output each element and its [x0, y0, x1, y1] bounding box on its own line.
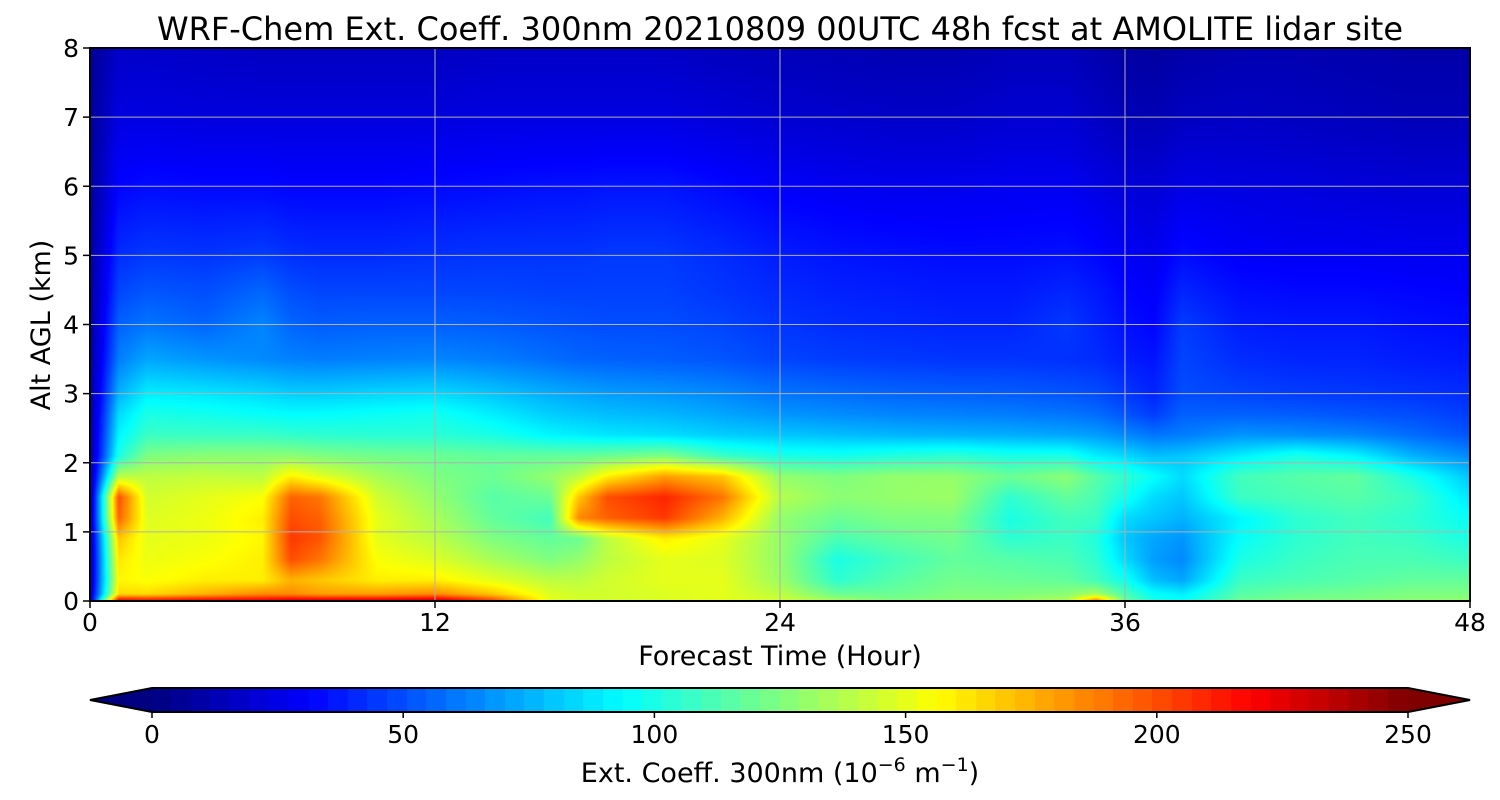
- colorbar-label-main: Ext. Coeff. 300nm (10: [581, 758, 878, 789]
- y-tick-label: 0: [63, 587, 79, 616]
- y-tick-label: 3: [63, 380, 79, 409]
- colorbar-tick-label: 50: [387, 720, 419, 749]
- x-axis-label: Forecast Time (Hour): [638, 641, 922, 672]
- grid-lines: [90, 48, 1470, 601]
- colorbar-extend-max: [1408, 688, 1470, 712]
- colorbar-extend-min: [90, 688, 152, 712]
- x-tick-label: 24: [764, 608, 796, 637]
- colorbar-tick-label: 150: [882, 720, 930, 749]
- chart-title: WRF-Chem Ext. Coeff. 300nm 20210809 00UT…: [157, 10, 1403, 48]
- colorbar-label-end: ): [969, 758, 980, 789]
- x-tick-label: 48: [1454, 608, 1486, 637]
- y-tick-label: 2: [63, 449, 79, 478]
- colorbar-ticks: 0 50 100 150 200 250: [144, 712, 1432, 749]
- colorbar-label-exp1: −6: [878, 754, 906, 776]
- colorbar-label-exp2: −1: [941, 754, 969, 776]
- colorbar-tick-label: 200: [1133, 720, 1181, 749]
- colorbar-gradient: [152, 688, 1408, 712]
- y-tick-label: 5: [63, 241, 79, 270]
- colorbar: 0 50 100 150 200 250 Ext. Coeff. 300nm (10−6 …: [89, 687, 1471, 789]
- y-tick-label: 7: [63, 103, 79, 132]
- colorbar-tick-label: 0: [144, 720, 160, 749]
- plot-area: [89, 47, 1471, 602]
- colorbar-label: Ext. Coeff. 300nm (10−6 m−1): [581, 754, 979, 789]
- y-tick-label: 4: [63, 311, 79, 340]
- colorbar-tick-label: 100: [631, 720, 679, 749]
- y-axis-label: Alt AGL (km): [26, 240, 57, 411]
- x-tick-label: 36: [1109, 608, 1141, 637]
- x-tick-label: 12: [419, 608, 451, 637]
- y-axis: 0 1 2 3 4 5 6 7 8: [63, 34, 90, 616]
- colorbar-label-unit: m: [906, 758, 941, 789]
- y-tick-label: 8: [63, 34, 79, 63]
- colorbar-tick-label: 250: [1384, 720, 1432, 749]
- x-axis: 0 12 24 36 48: [82, 601, 1486, 637]
- y-tick-label: 1: [63, 518, 79, 547]
- y-tick-label: 6: [63, 172, 79, 201]
- x-tick-label: 0: [82, 608, 98, 637]
